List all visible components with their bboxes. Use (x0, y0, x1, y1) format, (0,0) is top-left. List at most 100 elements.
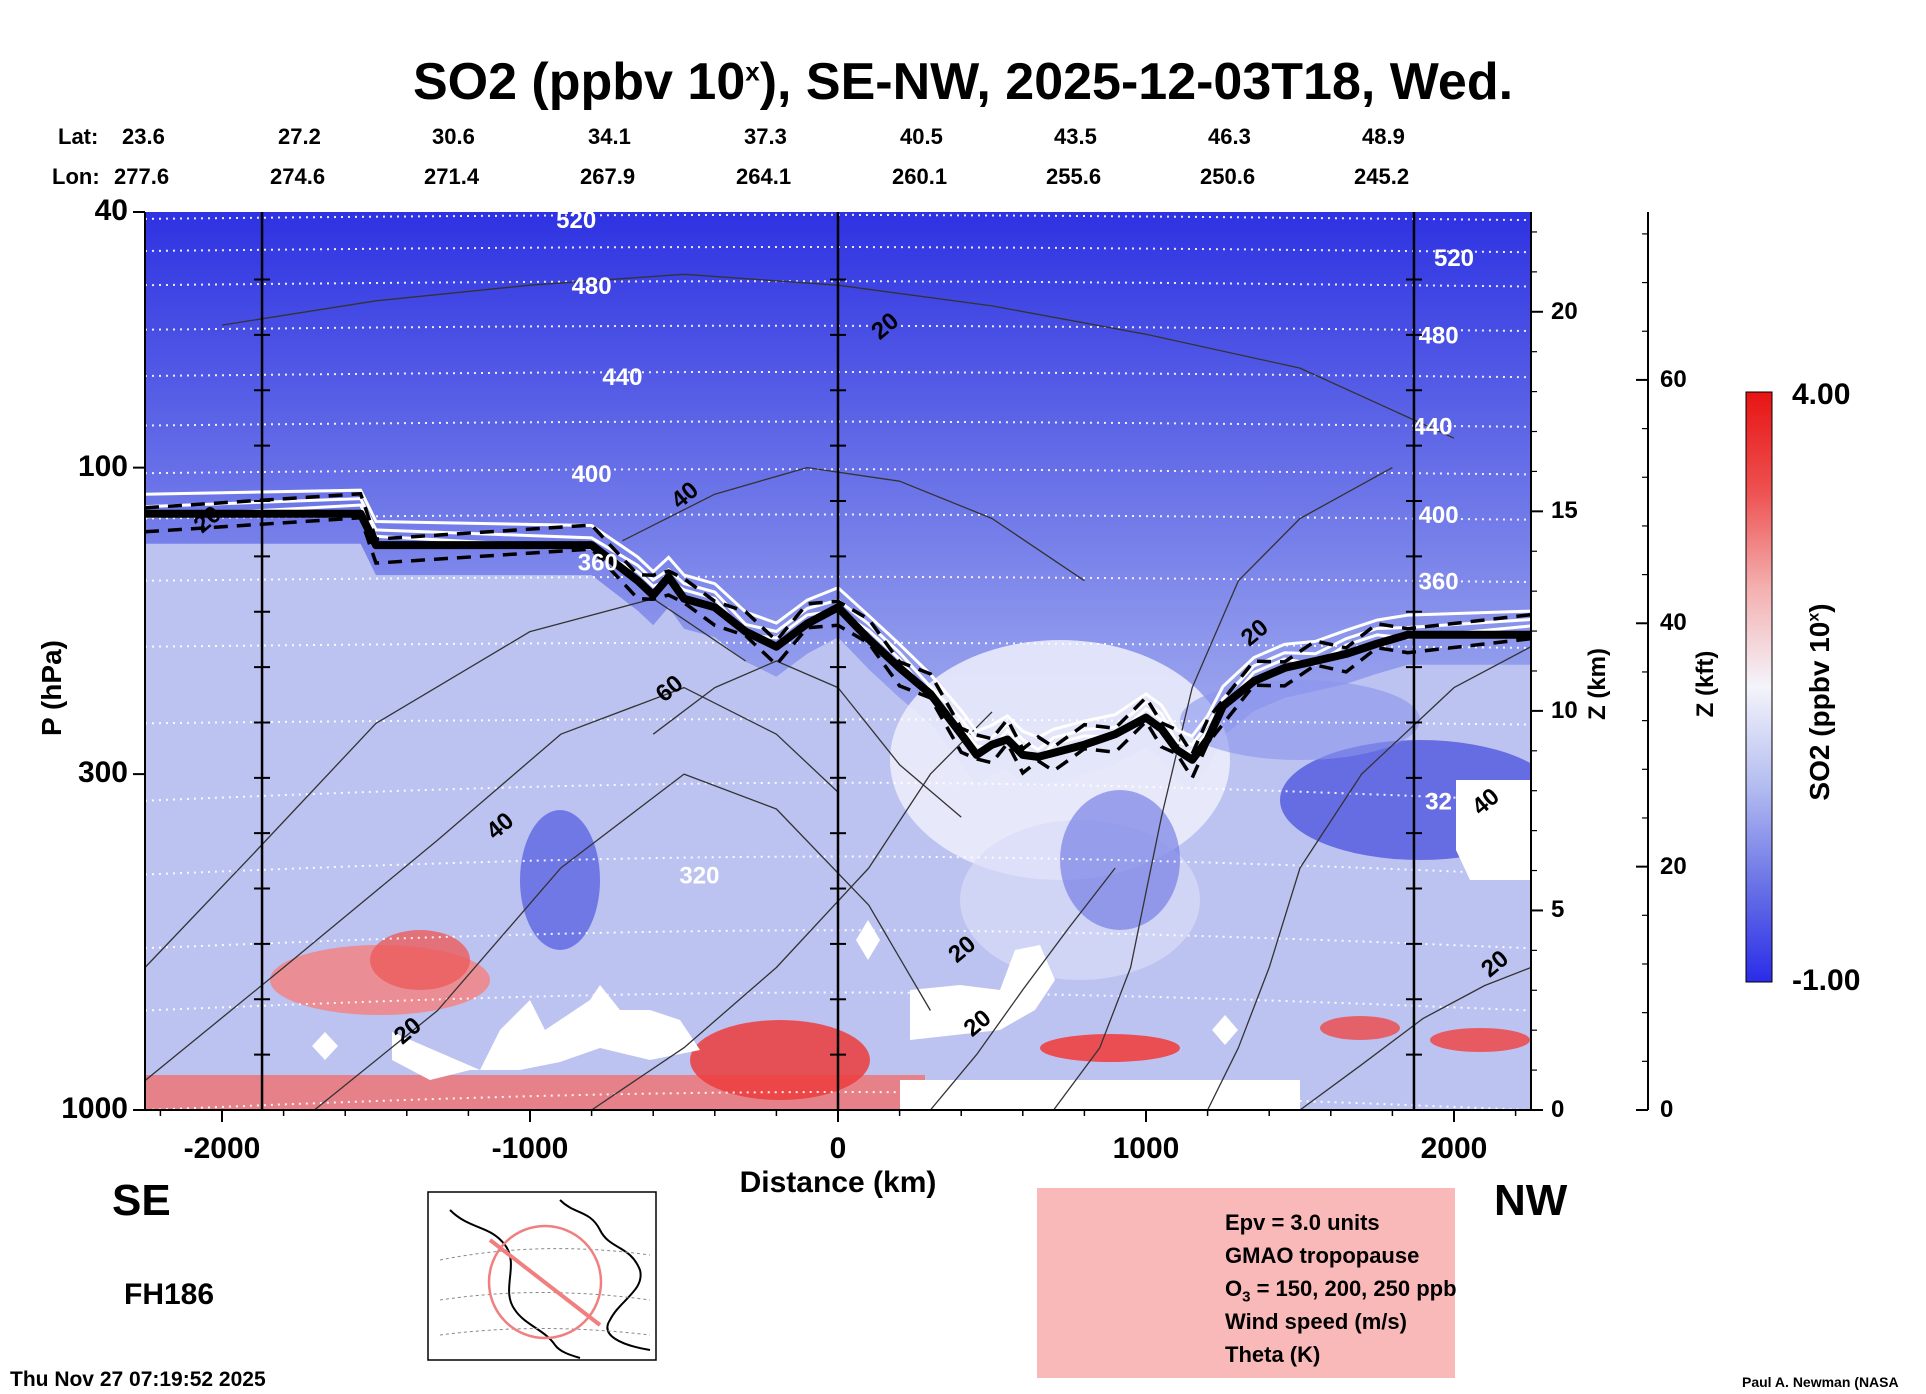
red-patch-6 (1430, 1028, 1530, 1052)
blue-patch-1 (520, 810, 600, 950)
wind-contour-line (1299, 966, 1531, 1110)
blue-patch-4 (1180, 680, 1420, 760)
wind-contour-line (622, 466, 1085, 582)
red-patch-3 (690, 1020, 870, 1100)
legend-row-tropopause: GMAO tropopause (1037, 1239, 1455, 1271)
legend-epv-text: Epv = 3.0 units (1225, 1210, 1380, 1235)
zkm-tick-label: 0 (1551, 1096, 1565, 1123)
map-range-circle (487, 1224, 603, 1340)
colorbar-min-label: -1.00 (1792, 964, 1861, 997)
x-tick-label: 0 (829, 1132, 847, 1165)
map-section-line (488, 1238, 602, 1327)
zkft-tick-label: 20 (1660, 852, 1687, 880)
lat-value: 34.1 (588, 124, 631, 149)
colorbar-title-wrapper: SO2 (ppbv 10x) (1780, 576, 1860, 836)
colorbar-max-label: 4.00 (1792, 378, 1851, 411)
direction-right-label: NW (1494, 1176, 1568, 1225)
lon-value: 255.6 (1046, 164, 1102, 189)
lon-value: 271.4 (424, 164, 480, 189)
zkm-tick-label: 5 (1551, 896, 1565, 924)
legend: Epv = 3.0 units GMAO tropopause O3 = 150… (1037, 1188, 1457, 1378)
terrain-mask-3 (900, 1080, 1300, 1110)
theta-contour-label: 440 (1412, 414, 1452, 441)
map-latitude-1 (439, 1248, 651, 1261)
zkft-tick-label: 60 (1660, 365, 1687, 393)
wind-contour-line (591, 711, 993, 1110)
p-tick-label: 300 (77, 756, 128, 790)
lat-value: 40.5 (900, 124, 943, 149)
lon-value: 264.1 (736, 164, 792, 189)
lon-value: 245.2 (1354, 164, 1410, 189)
theta-contour-label: 480 (1419, 322, 1459, 349)
zkm-axis-title: Z (km) (1584, 648, 1611, 720)
theta-contour-label: 480 (572, 273, 612, 300)
map-latitude-3 (439, 1328, 651, 1336)
theta-contour-label: 320 (679, 863, 719, 890)
map-latitude-2 (439, 1292, 651, 1301)
lat-value: 23.6 (122, 124, 165, 149)
legend-row-epv: Epv = 3.0 units (1037, 1206, 1455, 1238)
credit-label: Paul A. Newman (NASA (1742, 1374, 1899, 1390)
red-patch-2 (370, 930, 470, 990)
red-patch-4 (1040, 1034, 1180, 1062)
x-axis-title: Distance (km) (739, 1166, 937, 1199)
theta-contour-label: 360 (578, 549, 618, 576)
epv-contour-line (145, 491, 1531, 758)
terrain-mask-6 (312, 1032, 338, 1060)
map-coastline-east (559, 1199, 651, 1351)
p-tick-label: 1000 (61, 1092, 128, 1125)
zkft-axis-title: Z (kft) (1692, 650, 1719, 718)
locator-map (427, 1191, 657, 1361)
lat-value: 48.9 (1362, 124, 1405, 149)
theta-contour-label: 400 (572, 461, 612, 488)
timestamp-label: Thu Nov 27 07:19:52 2025 (10, 1368, 266, 1391)
lon-value: 260.1 (892, 164, 948, 189)
y-axis-title: P (hPa) (36, 640, 67, 736)
theta-contour-label: 300 (1141, 1108, 1181, 1135)
zkm-axis-title-wrapper: Z (km) (1568, 620, 1628, 760)
lat-value: 30.6 (432, 124, 475, 149)
direction-left-label: SE (112, 1176, 171, 1225)
legend-row-ozone: O3 = 150, 200, 250 ppb (1037, 1272, 1457, 1306)
terrain-mask-7 (1212, 1015, 1238, 1045)
wind-contour-line (652, 660, 962, 818)
epv-contour-line (145, 515, 1531, 782)
gmao-tropopause-line (145, 509, 1531, 764)
zkft-tick-label: 40 (1660, 609, 1687, 637)
zkm-tick-label: 10 (1551, 696, 1578, 724)
lon-value: 250.6 (1200, 164, 1256, 189)
zkft-tick-label: 0 (1660, 1096, 1674, 1123)
lon-value: 274.6 (270, 164, 326, 189)
colorbar-title: SO2 (ppbv 10x) (1804, 603, 1835, 801)
map-coastline-west (449, 1209, 581, 1359)
legend-ozone-text: O3 = 150, 200, 250 ppb (1225, 1276, 1457, 1306)
zkft-axis-title-wrapper: Z (kft) (1676, 620, 1736, 760)
p-tick-label: 40 (94, 194, 128, 227)
zkm-tick-label: 20 (1551, 297, 1578, 325)
terrain-mask-2 (910, 945, 1055, 1040)
lat-value: 37.3 (744, 124, 787, 149)
epv-contours (145, 491, 1531, 782)
zkm-tick-label: 15 (1551, 497, 1578, 525)
x-tick-label: 1000 (1112, 1132, 1180, 1165)
lat-value: 46.3 (1208, 124, 1251, 149)
terrain-mask-1 (392, 985, 700, 1080)
theta-contour-label: 300 (1459, 1106, 1499, 1133)
theta-contour-label: 400 (1419, 502, 1459, 529)
wind-contour-line (1207, 646, 1531, 1110)
theta-contour-label: 440 (602, 364, 642, 391)
lat-value: 27.2 (278, 124, 321, 149)
forecast-hour-label: FH186 (124, 1278, 215, 1311)
heatmap-field: 520 480 440 400 360 320 300 520 480 440 400 360 32 30… (145, 212, 1531, 1135)
wind-contour-line (313, 773, 931, 1110)
lon-value: 267.9 (580, 164, 636, 189)
x-tick-label: 2000 (1420, 1132, 1488, 1165)
lat-label: Lat: (58, 124, 99, 149)
theta-contour-label: 32 (1425, 789, 1452, 816)
x-tick-label: -1000 (491, 1132, 569, 1165)
p-tick-label: 100 (77, 449, 128, 483)
ozone-contour-line (145, 488, 1531, 739)
red-patch-5 (1320, 1016, 1400, 1040)
lat-value: 43.5 (1054, 124, 1097, 149)
